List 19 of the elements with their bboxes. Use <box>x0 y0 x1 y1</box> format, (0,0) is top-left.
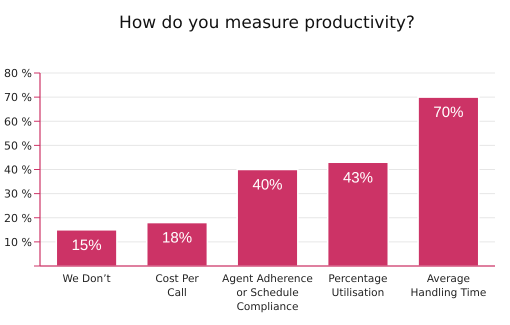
x-tick-label: Agent Adherence or Schedule Compliance <box>222 273 313 313</box>
y-tick-label: 40 % <box>4 164 32 176</box>
chart-title: How do you measure productivity? <box>119 13 415 33</box>
x-tick-label: Percentage Utilisation <box>328 273 388 299</box>
x-tick-label: Average Handling Time <box>410 273 486 299</box>
y-tick-label: 60 % <box>4 115 32 128</box>
y-tick-label: 30 % <box>4 188 32 201</box>
data-label: 43% <box>342 169 373 186</box>
y-tick-label: 20 % <box>4 212 32 225</box>
data-label: 18% <box>162 230 192 247</box>
y-tick-label: 70 % <box>4 91 32 104</box>
y-tick-label: 50 % <box>4 139 32 152</box>
x-tick-label: We Don’t <box>62 273 111 285</box>
data-label: 40% <box>252 176 283 194</box>
data-label: 15% <box>72 236 102 254</box>
x-tick-label: Cost Per Call <box>155 273 200 299</box>
data-label: 70% <box>433 104 464 122</box>
y-tick-label: 10 % <box>4 236 32 249</box>
y-tick-label: 80 % <box>4 67 32 80</box>
